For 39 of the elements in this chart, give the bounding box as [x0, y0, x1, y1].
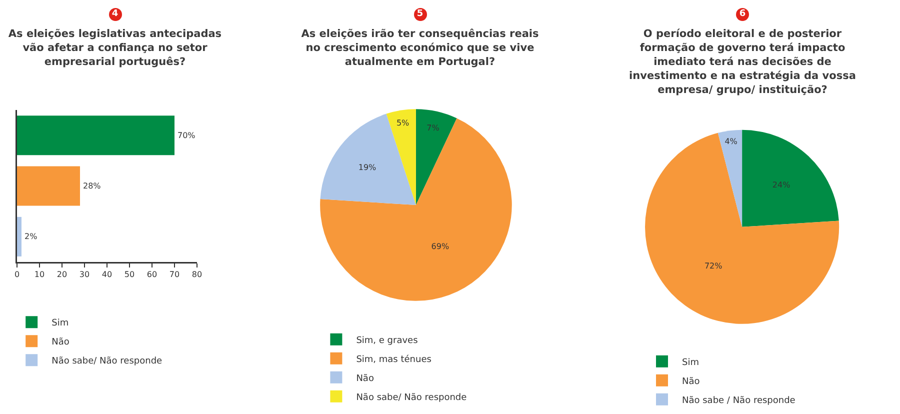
legend-label: Não sabe / Não responde — [682, 396, 796, 406]
data-label: 28% — [83, 182, 102, 190]
legend-label: Não — [52, 338, 70, 348]
pie-slice — [320, 118, 512, 301]
chart-title: O período eleitoral e de posterior formação de governo terá impacto imediato terá nas decisões de investimento e na estratégia da vossa empresa/ grupo/ instituição? — [628, 27, 857, 97]
data-label: 7% — [426, 124, 440, 133]
x-tick-label: 70 — [169, 270, 180, 280]
data-label: 19% — [358, 162, 377, 172]
data-label: 70% — [178, 130, 196, 140]
legend-label: Não sabe/ Não responde — [356, 392, 468, 403]
legend-label: Sim, e graves — [356, 336, 418, 346]
legend-label: Sim — [682, 358, 699, 368]
x-tick-label: 0 — [14, 270, 20, 280]
data-label: 5% — [396, 118, 410, 128]
chart-title: As eleições irão ter consequências reais no crescimento económico que se vive atualmente em Portugal? — [300, 27, 540, 69]
legend-label: Sim, mas ténues — [356, 354, 432, 365]
chart-title: As eleições legislativas antecipadas vão afetar a confiança no setor empresarial português? — [7, 27, 223, 69]
legend-label: Não — [682, 376, 700, 387]
legend-label: Não sabe/ Não responde — [52, 356, 163, 367]
legend-label: Sim — [52, 318, 69, 329]
data-label: 24% — [772, 180, 791, 190]
legend-label: Não — [356, 374, 374, 384]
pie-slice — [742, 130, 839, 227]
pie-slice — [718, 130, 742, 227]
pie-slice — [645, 132, 839, 324]
x-tick-label: 40 — [102, 270, 112, 280]
x-tick-label: 80 — [192, 270, 202, 280]
x-tick-label: 30 — [79, 270, 90, 280]
pie-slice — [320, 114, 416, 206]
data-label: 2% — [24, 232, 38, 242]
x-tick-label: 50 — [124, 270, 135, 280]
data-label: 4% — [724, 136, 738, 146]
data-label: 69% — [431, 242, 450, 251]
x-tick-label: 60 — [146, 270, 158, 280]
pie-slice — [416, 109, 457, 206]
x-tick-label: 20 — [56, 270, 68, 280]
x-tick-label: 10 — [34, 270, 45, 280]
data-label: 72% — [704, 262, 723, 271]
pie-slice — [386, 109, 416, 206]
